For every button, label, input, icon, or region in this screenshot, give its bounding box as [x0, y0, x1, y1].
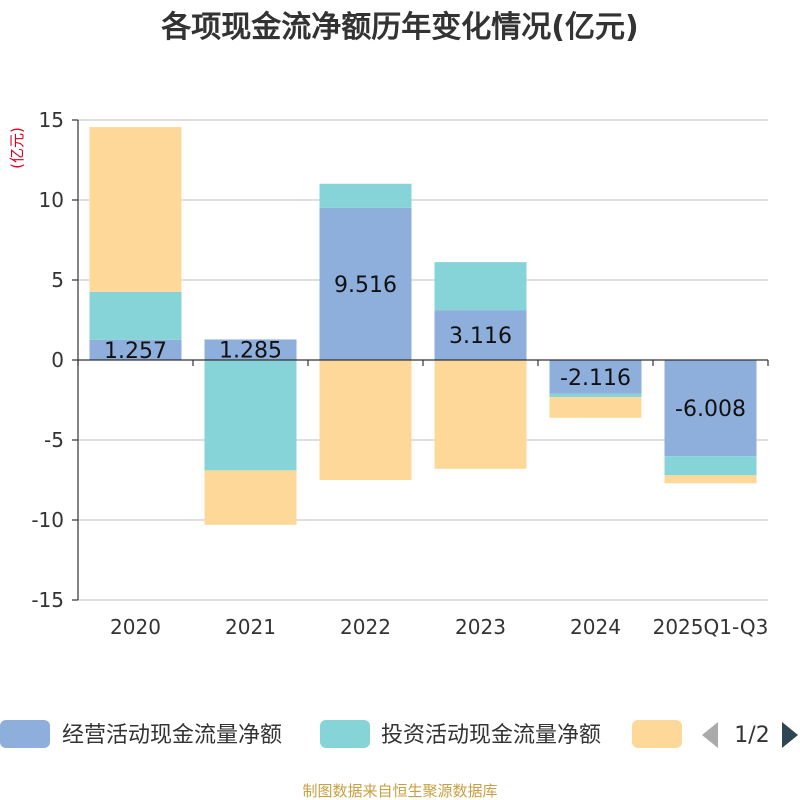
legend-swatch-financing[interactable] [632, 720, 682, 748]
bar-2025Q1-Q3-series-1 [664, 456, 757, 476]
y-tick-label: -5 [44, 428, 64, 452]
y-tick-label: 5 [51, 268, 64, 292]
bar-2024-series-1 [549, 393, 642, 398]
x-tick-label: 2021 [225, 615, 276, 639]
bar-2020-series-2 [89, 127, 182, 292]
legend-label-operating[interactable]: 经营活动现金流量净额 [62, 723, 282, 748]
legend-next-page-icon[interactable] [782, 722, 798, 748]
data-label: -2.116 [560, 366, 631, 391]
x-tick-label: 2023 [455, 615, 506, 639]
y-tick-label: 10 [39, 188, 64, 212]
bars [89, 127, 757, 525]
data-label: 1.285 [219, 339, 282, 364]
x-tick-label: 2024 [570, 615, 621, 639]
source-note: 制图数据来自恒生聚源数据库 [302, 782, 497, 800]
bar-2021-series-2 [204, 470, 297, 525]
legend: 经营活动现金流量净额 投资活动现金流量净额 1/2 [0, 720, 798, 748]
y-tick-label: 15 [39, 108, 64, 132]
bar-2022-series-1 [319, 183, 412, 208]
data-labels: 1.257 1.285 9.516 3.116 -2.116 -6.008 [104, 273, 746, 422]
legend-label-investing[interactable]: 投资活动现金流量净额 [381, 723, 601, 748]
y-tick-label: -15 [31, 588, 64, 612]
chart-title: 各项现金流净额历年变化情况(亿元) [160, 10, 638, 45]
gridlines [78, 119, 768, 601]
bar-2025Q1-Q3-series-2 [664, 475, 757, 484]
y-tick-label: -10 [31, 508, 64, 532]
x-tick-label: 2020 [110, 615, 161, 639]
bar-2020-series-0 [89, 339, 182, 360]
data-label: 9.516 [334, 273, 397, 298]
x-tick-label: 2022 [340, 615, 391, 639]
legend-page-indicator: 1/2 [734, 723, 769, 748]
bar-2023-series-1 [434, 262, 527, 311]
y-axis-unit: (亿元) [8, 127, 26, 169]
bar-2022-series-0 [319, 207, 412, 360]
x-tick-label: 2025Q1-Q3 [653, 615, 769, 639]
bar-2023-series-0 [434, 310, 527, 360]
legend-prev-page-icon[interactable] [702, 722, 718, 748]
bar-2020-series-1 [89, 291, 182, 340]
data-label: -6.008 [675, 397, 746, 422]
legend-swatch-investing[interactable] [320, 720, 370, 748]
data-label: 3.116 [449, 324, 512, 349]
data-label: 1.257 [104, 339, 167, 364]
y-tick-label: 0 [51, 348, 64, 372]
legend-swatch-operating[interactable] [0, 720, 50, 748]
bar-2024-series-0 [549, 360, 642, 394]
bar-2024-series-2 [549, 397, 642, 418]
bar-2023-series-2 [434, 360, 527, 469]
bar-2025Q1-Q3-series-0 [664, 360, 757, 457]
bar-2021-series-1 [204, 360, 297, 471]
bar-2022-series-2 [319, 360, 412, 480]
bar-2021-series-0 [204, 339, 297, 360]
axes: 15 10 5 0 -5 -10 -15 2020 2021 2022 2023 2024 2025Q1… [31, 108, 769, 639]
